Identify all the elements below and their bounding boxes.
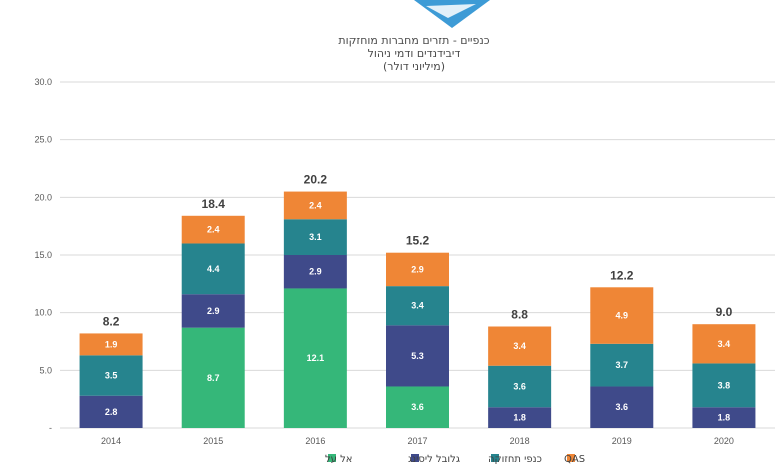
bar-segment	[79, 355, 143, 396]
x-tick-label: 2018	[510, 436, 530, 446]
bar-stack-2014: 2.8 3.5 1.9 8.2	[79, 314, 143, 428]
bar-total-label: 8.2	[103, 314, 120, 328]
bar-segment	[488, 407, 552, 428]
segment-value-label: 2.8	[105, 407, 118, 417]
segment-value-label: 3.4	[718, 339, 731, 349]
bar-segment	[692, 324, 756, 364]
legend-item: גלובל ליסינג	[408, 454, 460, 465]
bar-segment	[692, 407, 756, 428]
bar-segment	[590, 343, 654, 387]
x-tick-label: 2019	[612, 436, 632, 446]
y-tick-label: 15.0	[34, 250, 52, 260]
segment-value-label: 2.9	[207, 306, 220, 316]
segment-value-label: 3.4	[513, 341, 526, 351]
legend-label: גלובל ליסינג	[408, 454, 460, 465]
segment-value-label: 3.4	[411, 301, 424, 311]
bar-total-label: 9.0	[716, 305, 733, 319]
segment-value-label: 3.5	[105, 371, 118, 381]
legend-swatch	[328, 454, 336, 462]
segment-value-label: 2.9	[411, 264, 424, 274]
legend-item: אל על	[325, 454, 353, 465]
x-tick-label: 2014	[101, 436, 121, 446]
bar-segment	[386, 325, 449, 387]
legend-item: QAS	[564, 454, 585, 465]
segment-value-label: 2.4	[309, 200, 322, 210]
bar-segment	[488, 326, 552, 366]
bar-segment	[181, 243, 245, 295]
x-tick-label: 2020	[714, 436, 734, 446]
bar-segment	[283, 191, 347, 220]
segment-value-label: 4.9	[616, 311, 629, 321]
segment-value-label: 5.3	[411, 351, 424, 361]
bar-segment	[181, 327, 245, 428]
segment-value-label: 1.8	[718, 413, 731, 423]
y-axis-ticks: - 5.0 10.0 15.0 20.0 25.0 30.0	[34, 77, 52, 433]
segment-value-label: 3.6	[616, 402, 629, 412]
x-tick-label: 2015	[203, 436, 223, 446]
bar-segment	[386, 386, 449, 428]
segment-value-label: 3.8	[718, 380, 731, 390]
bar-segment	[488, 365, 552, 408]
segment-value-label: 2.4	[207, 225, 220, 235]
legend-swatch	[567, 454, 575, 462]
legend-swatch	[411, 454, 419, 462]
legend-item: כנפי תחזוקה	[488, 454, 542, 465]
segment-value-label: 3.7	[616, 360, 629, 370]
bar-total-label: 20.2	[304, 173, 328, 187]
company-logo	[414, 0, 490, 28]
y-tick-label: 30.0	[34, 77, 52, 87]
segment-value-label: 12.1	[307, 353, 325, 363]
y-tick-label: -	[49, 423, 52, 433]
y-tick-label: 25.0	[34, 135, 52, 145]
bar-segment	[386, 286, 449, 326]
segment-value-label: 4.4	[207, 264, 220, 274]
y-tick-label: 10.0	[34, 308, 52, 318]
legend-swatch	[491, 454, 499, 462]
x-tick-label: 2016	[305, 436, 325, 446]
segment-value-label: 3.1	[309, 232, 322, 242]
bars: 2.8 3.5 1.9 8.2 8.7 2.9 4.4 2.4 18.4 12.1 2.9 3.1 2.…	[79, 173, 756, 428]
segment-value-label: 1.9	[105, 339, 118, 349]
segment-value-label: 3.6	[411, 402, 424, 412]
bar-segment	[283, 219, 347, 255]
segment-value-label: 8.7	[207, 373, 220, 383]
bar-segment	[590, 287, 654, 344]
chart-title-line: דיבידנדים ודמי ניהול	[368, 47, 461, 60]
bar-stack-2015: 8.7 2.9 4.4 2.4 18.4	[181, 197, 245, 428]
segment-value-label: 1.8	[513, 413, 526, 423]
legend-label: QAS	[564, 454, 585, 465]
legend-label: כנפי תחזוקה	[488, 454, 542, 465]
bar-segment	[181, 215, 245, 244]
bar-stack-2020: 1.8 3.8 3.4 9.0	[692, 305, 756, 428]
bar-segment	[283, 288, 347, 428]
bar-total-label: 15.2	[406, 234, 430, 248]
bar-stack-2018: 1.8 3.6 3.4 8.8	[488, 308, 552, 428]
bar-stack-2016: 12.1 2.9 3.1 2.4 20.2	[283, 173, 347, 428]
legend: אל על גלובל ליסינג כנפי תחזוקה QAS	[325, 454, 585, 465]
x-tick-label: 2017	[407, 436, 427, 446]
bar-segment	[692, 363, 756, 408]
y-tick-label: 20.0	[34, 192, 52, 202]
bar-segment	[590, 386, 654, 428]
bar-stack-2019: 3.6 3.7 4.9 12.2	[590, 268, 654, 428]
bar-segment	[283, 255, 347, 289]
y-tick-label: 5.0	[39, 365, 52, 375]
x-axis-ticks: 2014 2015 2016 2017 2018 2019 2020	[101, 436, 734, 446]
legend-label: אל על	[325, 454, 353, 465]
bar-segment	[181, 294, 245, 328]
bar-total-label: 8.8	[511, 308, 528, 322]
bar-segment	[79, 333, 143, 356]
segment-value-label: 3.6	[513, 381, 526, 391]
bar-total-label: 18.4	[202, 197, 226, 211]
bar-segment	[386, 252, 449, 287]
segment-value-label: 2.9	[309, 267, 322, 277]
bar-segment	[79, 395, 143, 428]
bar-stack-2017: 3.6 5.3 3.4 2.9 15.2	[386, 234, 449, 428]
chart-title-line: כנפיים - תזרים מחברות מוחזקות	[338, 34, 489, 47]
chart-title-line: (מיליוני דולר)	[383, 60, 445, 73]
bar-total-label: 12.2	[610, 268, 634, 282]
